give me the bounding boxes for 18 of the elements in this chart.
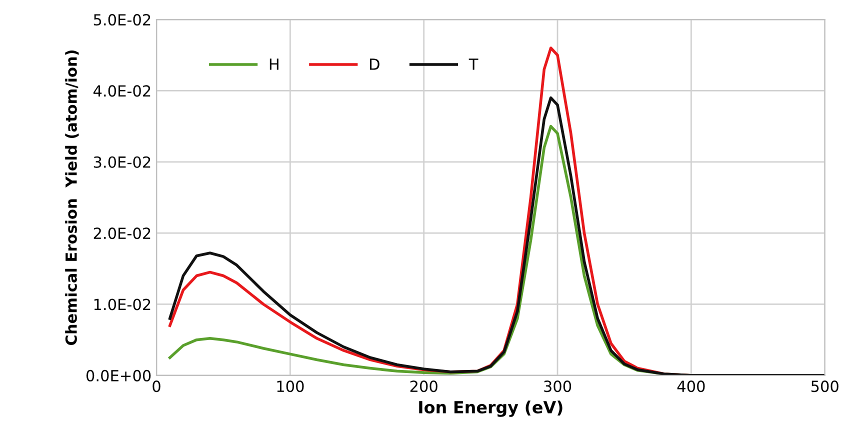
- y-tick-label: 0.0E+00: [86, 370, 151, 382]
- line-series: [168, 96, 825, 376]
- y-tick-label: 4.0E-02: [93, 85, 150, 97]
- x-tick-label: 100: [277, 380, 304, 392]
- y-tick-label: 2.0E-02: [94, 228, 150, 240]
- x-tick-label: 500: [811, 380, 838, 392]
- legend-label: D: [370, 58, 380, 70]
- y-tick-label: 3.0E-02: [94, 156, 150, 168]
- x-tick-label: 200: [410, 380, 438, 392]
- legend-label: H: [270, 58, 278, 70]
- legend-label: T: [468, 58, 478, 70]
- x-axis-title: Ion Energy (eV): [419, 400, 562, 417]
- x-tick-label: 0: [152, 380, 160, 392]
- x-tick-label: 300: [544, 380, 572, 392]
- y-tick-label: 5.0E-02: [94, 14, 150, 26]
- x-tick-label: 400: [677, 380, 705, 392]
- y-tick-label: 1.0E-02: [94, 298, 150, 310]
- y-axis-title: Chemical Erosion Yield (atom/ion): [65, 50, 79, 346]
